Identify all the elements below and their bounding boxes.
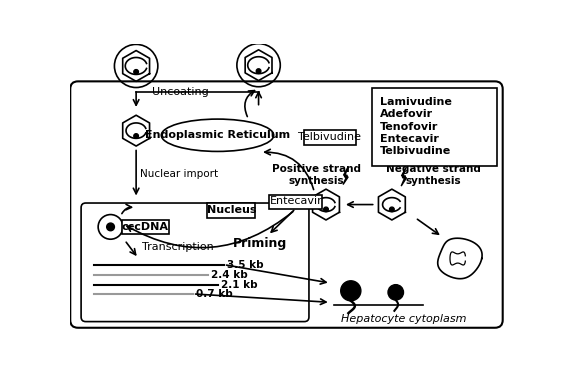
Text: Negative strand
synthesis: Negative strand synthesis (386, 165, 481, 186)
Circle shape (341, 281, 361, 301)
Text: cccDNA: cccDNA (122, 222, 169, 232)
Text: 3.5 kb: 3.5 kb (227, 260, 264, 270)
Text: Telbivudine: Telbivudine (380, 147, 451, 157)
Polygon shape (401, 168, 406, 186)
FancyBboxPatch shape (269, 195, 322, 209)
Text: Adefovir: Adefovir (380, 110, 433, 120)
Text: 2.1 kb: 2.1 kb (221, 280, 257, 290)
Circle shape (134, 70, 138, 74)
Circle shape (389, 207, 394, 212)
Circle shape (256, 69, 261, 73)
Text: 2.4 kb: 2.4 kb (211, 270, 248, 280)
Text: Hepatocyte cytoplasm: Hepatocyte cytoplasm (341, 314, 466, 324)
Text: Nuclear import: Nuclear import (140, 169, 218, 179)
Text: Telbivudine: Telbivudine (298, 132, 361, 142)
Circle shape (134, 134, 138, 138)
Text: Uncoating: Uncoating (152, 87, 209, 97)
FancyBboxPatch shape (371, 88, 496, 166)
Text: Entecavir: Entecavir (380, 134, 439, 144)
Text: Priming: Priming (233, 236, 287, 249)
Circle shape (107, 223, 115, 231)
FancyBboxPatch shape (207, 203, 256, 218)
Polygon shape (343, 168, 348, 185)
Circle shape (388, 285, 404, 300)
Text: Tenofovir: Tenofovir (380, 122, 438, 132)
Text: 0.7 kb: 0.7 kb (196, 289, 233, 299)
Text: Entecavir: Entecavir (269, 196, 322, 206)
FancyBboxPatch shape (81, 203, 309, 322)
FancyBboxPatch shape (70, 81, 502, 328)
Text: Endoplasmic Reticulum: Endoplasmic Reticulum (145, 130, 290, 140)
Text: Nucleus: Nucleus (207, 205, 256, 215)
FancyBboxPatch shape (122, 220, 169, 234)
Text: Lamivudine: Lamivudine (380, 97, 452, 107)
Circle shape (324, 207, 328, 212)
Text: Positive strand
synthesis: Positive strand synthesis (272, 165, 361, 186)
FancyBboxPatch shape (304, 130, 356, 145)
Text: Transcription: Transcription (142, 242, 214, 252)
